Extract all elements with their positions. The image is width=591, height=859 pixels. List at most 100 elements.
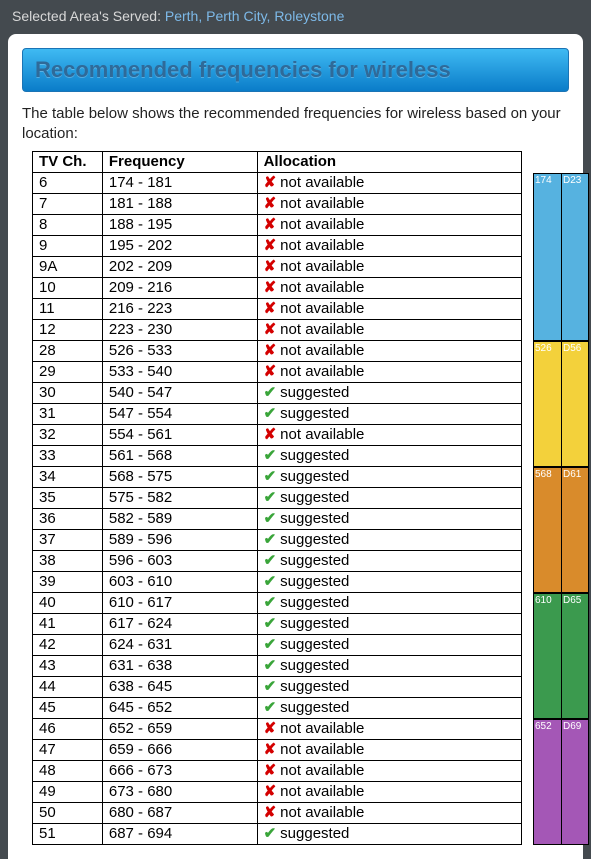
- cell-allocation: ✘not available: [257, 173, 521, 194]
- band-divider: [561, 342, 562, 466]
- table-row: 30540 - 547✔suggested: [33, 383, 522, 404]
- allocation-text: suggested: [280, 384, 349, 401]
- band-divider: [561, 594, 562, 718]
- cell-frequency: 582 - 589: [102, 509, 257, 530]
- cell-frequency: 561 - 568: [102, 446, 257, 467]
- frequency-band: 174D23: [533, 173, 589, 341]
- table-row: 38596 - 603✔suggested: [33, 551, 522, 572]
- cross-icon: ✘: [264, 195, 277, 212]
- cell-tv-ch: 28: [33, 341, 103, 362]
- table-row: 34568 - 575✔suggested: [33, 467, 522, 488]
- frequency-band: 610D65: [533, 593, 589, 719]
- cross-icon: ✘: [264, 363, 277, 380]
- frequency-band: 568D61: [533, 467, 589, 593]
- panel-header: Recommended frequencies for wireless: [22, 48, 569, 92]
- allocation-text: suggested: [280, 552, 349, 569]
- cell-allocation: ✔suggested: [257, 467, 521, 488]
- cell-tv-ch: 51: [33, 824, 103, 845]
- table-row: 49673 - 680✘not available: [33, 782, 522, 803]
- cell-allocation: ✘not available: [257, 236, 521, 257]
- cell-allocation: ✔suggested: [257, 698, 521, 719]
- allocation-text: suggested: [280, 657, 349, 674]
- table-row: 10209 - 216✘not available: [33, 278, 522, 299]
- cell-frequency: 209 - 216: [102, 278, 257, 299]
- check-icon: ✔: [264, 510, 277, 527]
- allocation-text: not available: [280, 321, 364, 338]
- table-wrap: TV Ch. Frequency Allocation 6174 - 181✘n…: [32, 151, 569, 845]
- band-label-left: 174: [534, 175, 562, 186]
- cell-tv-ch: 42: [33, 635, 103, 656]
- cell-frequency: 195 - 202: [102, 236, 257, 257]
- cell-frequency: 610 - 617: [102, 593, 257, 614]
- cell-tv-ch: 39: [33, 572, 103, 593]
- table-row: 7181 - 188✘not available: [33, 194, 522, 215]
- table-row: 11216 - 223✘not available: [33, 299, 522, 320]
- cell-allocation: ✘not available: [257, 782, 521, 803]
- allocation-text: not available: [280, 426, 364, 443]
- cell-frequency: 666 - 673: [102, 761, 257, 782]
- table-row: 50680 - 687✘not available: [33, 803, 522, 824]
- cell-allocation: ✔suggested: [257, 383, 521, 404]
- table-row: 33561 - 568✔suggested: [33, 446, 522, 467]
- allocation-text: not available: [280, 237, 364, 254]
- cell-frequency: 589 - 596: [102, 530, 257, 551]
- cell-allocation: ✔suggested: [257, 446, 521, 467]
- table-row: 37589 - 596✔suggested: [33, 530, 522, 551]
- col-tv-ch: TV Ch.: [33, 152, 103, 173]
- cell-tv-ch: 36: [33, 509, 103, 530]
- allocation-text: not available: [280, 741, 364, 758]
- band-label-right: D69: [562, 721, 590, 732]
- cell-tv-ch: 40: [33, 593, 103, 614]
- cell-allocation: ✘not available: [257, 719, 521, 740]
- table-row: 45645 - 652✔suggested: [33, 698, 522, 719]
- cell-allocation: ✔suggested: [257, 614, 521, 635]
- allocation-text: not available: [280, 720, 364, 737]
- allocation-text: suggested: [280, 615, 349, 632]
- cell-allocation: ✘not available: [257, 362, 521, 383]
- cross-icon: ✘: [264, 216, 277, 233]
- allocation-text: suggested: [280, 405, 349, 422]
- cell-frequency: 223 - 230: [102, 320, 257, 341]
- allocation-text: not available: [280, 195, 364, 212]
- frequency-table: TV Ch. Frequency Allocation 6174 - 181✘n…: [32, 151, 522, 845]
- cell-frequency: 188 - 195: [102, 215, 257, 236]
- cell-frequency: 533 - 540: [102, 362, 257, 383]
- cell-frequency: 174 - 181: [102, 173, 257, 194]
- cross-icon: ✘: [264, 258, 277, 275]
- cell-allocation: ✘not available: [257, 803, 521, 824]
- check-icon: ✔: [264, 825, 277, 842]
- allocation-text: not available: [280, 279, 364, 296]
- cell-tv-ch: 46: [33, 719, 103, 740]
- band-label-right: D65: [562, 595, 590, 606]
- cell-frequency: 181 - 188: [102, 194, 257, 215]
- table-row: 41617 - 624✔suggested: [33, 614, 522, 635]
- table-row: 6174 - 181✘not available: [33, 173, 522, 194]
- cross-icon: ✘: [264, 804, 277, 821]
- allocation-text: suggested: [280, 447, 349, 464]
- band-label-right: D61: [562, 469, 590, 480]
- table-row: 42624 - 631✔suggested: [33, 635, 522, 656]
- cell-tv-ch: 44: [33, 677, 103, 698]
- band-label-left: 568: [534, 469, 562, 480]
- table-row: 12223 - 230✘not available: [33, 320, 522, 341]
- allocation-text: suggested: [280, 531, 349, 548]
- table-row: 35575 - 582✔suggested: [33, 488, 522, 509]
- cross-icon: ✘: [264, 783, 277, 800]
- cell-frequency: 638 - 645: [102, 677, 257, 698]
- cell-allocation: ✔suggested: [257, 404, 521, 425]
- selected-areas-value: Perth, Perth City, Roleystone: [165, 8, 344, 24]
- allocation-text: suggested: [280, 489, 349, 506]
- check-icon: ✔: [264, 636, 277, 653]
- cell-frequency: 554 - 561: [102, 425, 257, 446]
- table-row: 39603 - 610✔suggested: [33, 572, 522, 593]
- allocation-text: not available: [280, 300, 364, 317]
- allocation-text: not available: [280, 216, 364, 233]
- cross-icon: ✘: [264, 174, 277, 191]
- check-icon: ✔: [264, 384, 277, 401]
- cell-allocation: ✔suggested: [257, 635, 521, 656]
- allocation-text: suggested: [280, 594, 349, 611]
- cell-allocation: ✔suggested: [257, 551, 521, 572]
- cell-tv-ch: 45: [33, 698, 103, 719]
- cell-allocation: ✘not available: [257, 299, 521, 320]
- cell-frequency: 603 - 610: [102, 572, 257, 593]
